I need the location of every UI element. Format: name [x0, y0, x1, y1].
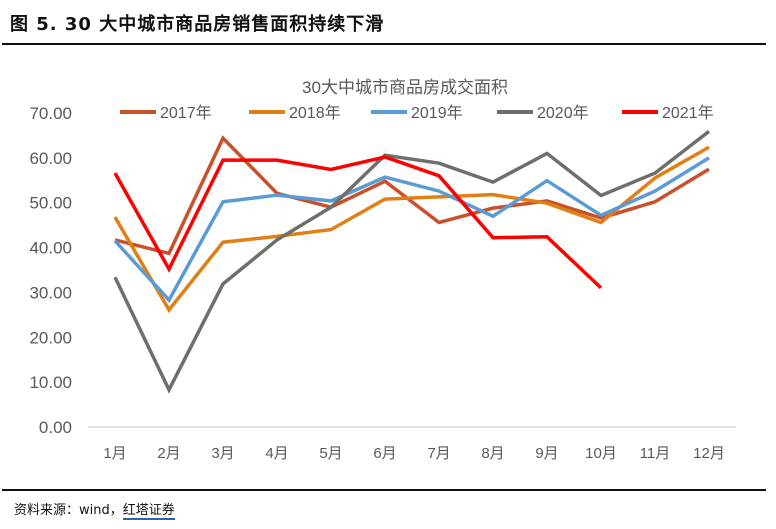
legend-label: 2021年 — [662, 104, 714, 122]
source-link[interactable]: 红塔证券 — [122, 503, 175, 520]
chart-title: 30大中城市商品房成交面积 — [302, 78, 508, 97]
x-tick-label: 7月 — [427, 445, 450, 462]
series-line-2018年 — [113, 145, 710, 313]
x-tick-label: 9月 — [535, 445, 558, 462]
series-line-2020年 — [113, 130, 711, 394]
legend-item: 2021年 — [622, 104, 714, 122]
x-tick-label: 4月 — [265, 445, 288, 462]
y-tick-label: 0.00 — [39, 418, 72, 437]
x-tick-label: 10月 — [585, 445, 617, 462]
legend-label: 2019年 — [411, 104, 463, 122]
legend-item: 2017年 — [120, 104, 212, 122]
legend-label: 2018年 — [289, 104, 341, 122]
y-tick-label: 60.00 — [29, 149, 72, 168]
legend-item: 2020年 — [497, 104, 589, 122]
series-group — [113, 130, 711, 394]
series-line-2019年 — [113, 156, 710, 304]
y-tick-label: 10.00 — [29, 373, 72, 392]
x-tick-label: 2月 — [157, 445, 180, 462]
x-tick-label: 1月 — [103, 445, 126, 462]
x-tick-label: 6月 — [373, 445, 396, 462]
x-tick-label: 5月 — [319, 445, 342, 462]
x-tick-label: 8月 — [481, 445, 504, 462]
x-axis: 1月 2月 3月 4月 5月 6月 7月 8月 9月 10月 11月 12月 — [88, 426, 736, 462]
y-tick-label: 30.00 — [29, 283, 72, 302]
y-tick-label: 40.00 — [29, 239, 72, 258]
top-rule — [2, 43, 766, 45]
y-axis: 0.00 10.00 20.00 30.00 40.00 50.00 60.00 70.00 — [29, 104, 72, 437]
y-tick-label: 20.00 — [29, 328, 72, 347]
source-prefix: 资料来源：wind， — [14, 503, 123, 518]
legend-label: 2020年 — [537, 104, 589, 122]
y-tick-label: 50.00 — [29, 194, 72, 213]
legend: 2017年 2018年 2019年 2020年 2021年 — [120, 104, 714, 122]
source-note: 资料来源：wind，红塔证券 — [14, 499, 175, 520]
legend-label: 2017年 — [160, 104, 212, 122]
y-tick-label: 70.00 — [29, 104, 72, 123]
legend-item: 2018年 — [249, 104, 341, 122]
x-tick-label: 3月 — [211, 445, 234, 462]
legend-item: 2019年 — [371, 104, 463, 122]
bottom-rule — [2, 489, 766, 491]
x-tick-label: 11月 — [640, 445, 671, 462]
series-line-2021年 — [113, 155, 603, 290]
figure-title: 图 5. 30 大中城市商品房销售面积持续下滑 — [10, 14, 385, 35]
x-tick-label: 12月 — [693, 445, 725, 462]
